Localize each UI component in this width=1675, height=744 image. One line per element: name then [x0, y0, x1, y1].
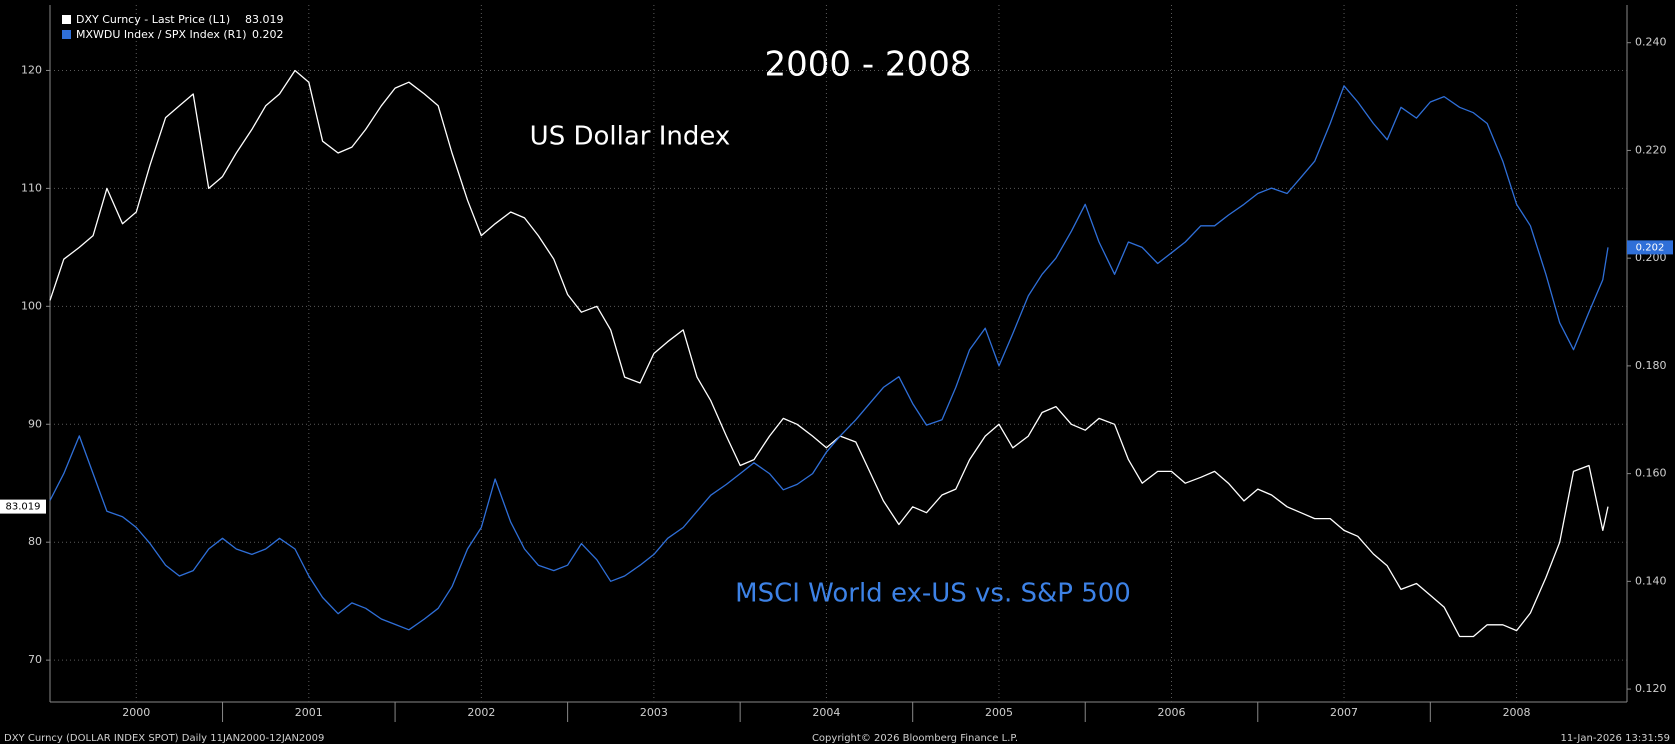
last-value-tag	[0, 499, 46, 514]
x-tick-label: 2008	[1503, 706, 1531, 719]
y2-tick-label: 0.220	[1635, 143, 1667, 156]
last-value-label: 0.202	[1636, 242, 1665, 253]
y2-tick-label: 0.200	[1635, 251, 1667, 264]
footer: Copyright© 2026 Bloomberg Finance L.P.	[812, 733, 1018, 744]
y-tick-label: 110	[21, 181, 42, 194]
legend-value: 83.019	[245, 13, 284, 26]
y-tick-label: 100	[21, 299, 42, 312]
chart-title: 2000 - 2008	[765, 45, 972, 85]
legend-value: 0.202	[252, 28, 284, 41]
y-tick-label: 70	[28, 653, 42, 666]
x-tick-label: 2001	[295, 706, 323, 719]
annotation: MSCI World ex-US vs. S&P 500	[735, 579, 1131, 609]
legend-label: MXWDU Index / SPX Index (R1)	[76, 28, 247, 41]
y2-tick-label: 0.140	[1635, 574, 1667, 587]
y-tick-label: 80	[28, 535, 42, 548]
footer: DXY Curncy (DOLLAR INDEX SPOT) Daily 11J…	[4, 733, 324, 744]
y2-tick-label: 0.160	[1635, 467, 1667, 480]
legend-label: DXY Curncy - Last Price (L1)	[76, 13, 230, 26]
x-tick-label: 2004	[812, 706, 840, 719]
x-tick-label: 2000	[122, 706, 150, 719]
legend-swatch	[62, 30, 71, 39]
series-line	[49, 85, 1609, 631]
annotation: US Dollar Index	[530, 122, 731, 152]
y-tick-label: 90	[28, 417, 42, 430]
series-line	[49, 69, 1609, 638]
x-tick-label: 2002	[467, 706, 495, 719]
y-tick-label: 120	[21, 63, 42, 76]
x-tick-label: 2006	[1157, 706, 1185, 719]
y2-tick-label: 0.120	[1635, 682, 1667, 695]
footer: 11-Jan-2026 13:31:59	[1561, 733, 1670, 744]
x-tick-label: 2005	[985, 706, 1013, 719]
x-tick-label: 2007	[1330, 706, 1358, 719]
last-value-label: 83.019	[6, 502, 41, 513]
x-tick-label: 2003	[640, 706, 668, 719]
legend-swatch	[62, 15, 71, 24]
y2-tick-label: 0.240	[1635, 36, 1667, 49]
y2-tick-label: 0.180	[1635, 359, 1667, 372]
last-value-tag	[1627, 240, 1673, 255]
